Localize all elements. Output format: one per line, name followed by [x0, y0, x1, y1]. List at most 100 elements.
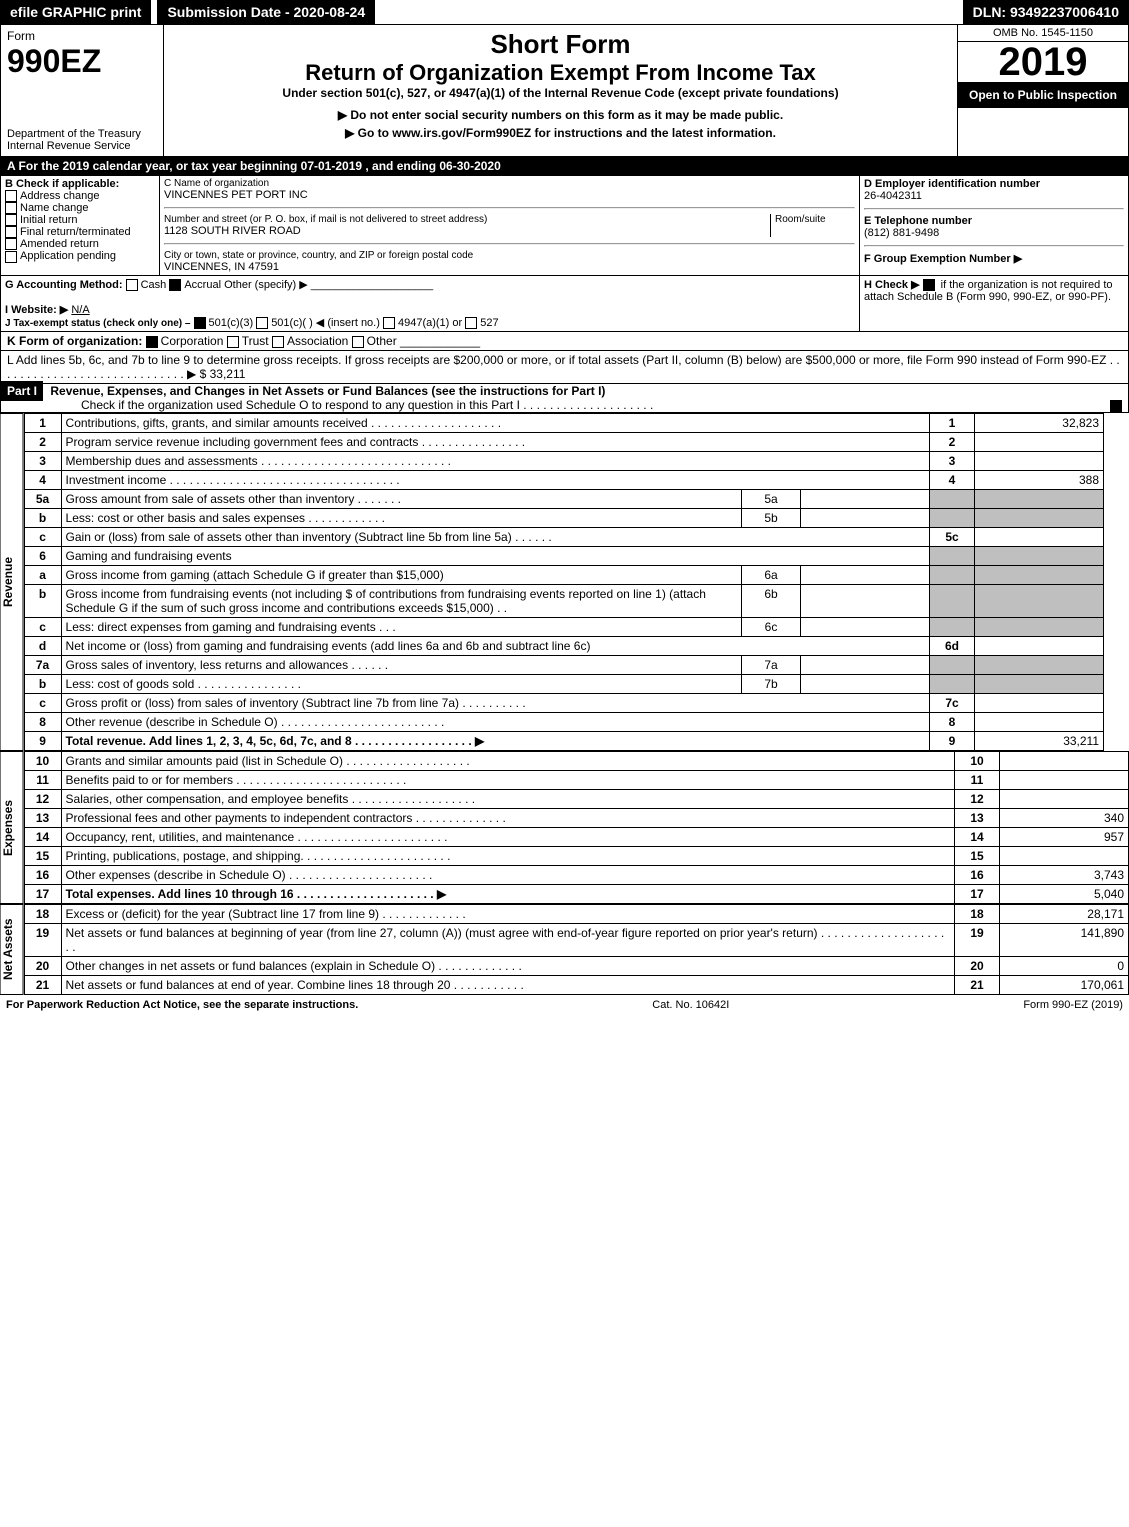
telephone: (812) 881-9498 — [864, 227, 939, 239]
shade — [975, 509, 1104, 528]
paperwork-notice: For Paperwork Reduction Act Notice, see … — [6, 999, 358, 1011]
tax-year: 2019 — [958, 42, 1128, 82]
shade — [975, 585, 1104, 618]
line-13-desc: Professional fees and other payments to … — [61, 809, 954, 828]
box-g-label: G Accounting Method: — [5, 279, 123, 291]
form-id: Form 990-EZ (2019) — [1023, 999, 1123, 1011]
label-association: Association — [287, 334, 348, 348]
line-7b-num: b — [24, 675, 61, 694]
line-16-num: 16 — [24, 866, 61, 885]
period-line-a: A For the 2019 calendar year, or tax yea… — [0, 157, 1129, 176]
line-3-num: 3 — [24, 452, 61, 471]
line-6b-num: b — [24, 585, 61, 618]
net-assets-table: 18Excess or (deficit) for the year (Subt… — [24, 904, 1129, 995]
line-21-amt: 170,061 — [1000, 976, 1129, 995]
shade — [930, 675, 975, 694]
do-not-enter-ssn: ▶ Do not enter social security numbers o… — [172, 108, 949, 122]
line-9-desc: Total revenue. Add lines 1, 2, 3, 4, 5c,… — [61, 732, 929, 751]
shade — [975, 656, 1104, 675]
line-20-desc: Other changes in net assets or fund bala… — [61, 957, 954, 976]
checkbox-final-return[interactable] — [5, 226, 17, 238]
line-20-amt: 0 — [1000, 957, 1129, 976]
line-5a-num: 5a — [24, 490, 61, 509]
line-10-box: 10 — [955, 752, 1000, 771]
label-accrual: Accrual — [184, 279, 221, 291]
line-2-box: 2 — [930, 433, 975, 452]
checkbox-amended-return[interactable] — [5, 238, 17, 250]
line-15-box: 15 — [955, 847, 1000, 866]
line-1-desc: Contributions, gifts, grants, and simila… — [61, 414, 929, 433]
line-19-num: 19 — [24, 924, 61, 957]
label-4947: 4947(a)(1) or — [398, 317, 462, 329]
line-5b-num: b — [24, 509, 61, 528]
checkbox-other-org[interactable] — [352, 336, 364, 348]
checkbox-schedule-o[interactable] — [1110, 400, 1122, 412]
checkbox-association[interactable] — [272, 336, 284, 348]
line-21-num: 21 — [24, 976, 61, 995]
line-4-num: 4 — [24, 471, 61, 490]
line-3-box: 3 — [930, 452, 975, 471]
checkbox-accrual[interactable] — [169, 279, 181, 291]
label-initial-return: Initial return — [20, 214, 77, 226]
line-9-num: 9 — [24, 732, 61, 751]
checkbox-trust[interactable] — [227, 336, 239, 348]
checkbox-corporation[interactable] — [146, 336, 158, 348]
line-5b-col: 5b — [742, 509, 801, 528]
shade — [975, 547, 1104, 566]
efile-print-button[interactable]: efile GRAPHIC print — [0, 0, 151, 24]
shade — [930, 509, 975, 528]
line-4-amt: 388 — [975, 471, 1104, 490]
line-12-box: 12 — [955, 790, 1000, 809]
section-gh: G Accounting Method: Cash Accrual Other … — [0, 276, 1129, 332]
line-6b-col: 6b — [742, 585, 801, 618]
label-cash: Cash — [141, 279, 167, 291]
checkbox-name-change[interactable] — [5, 202, 17, 214]
line-6-desc: Gaming and fundraising events — [61, 547, 929, 566]
section-bcdef: B Check if applicable: Address change Na… — [0, 176, 1129, 276]
line-6d-num: d — [24, 637, 61, 656]
checkbox-4947[interactable] — [383, 317, 395, 329]
box-h-label: H Check ▶ — [864, 279, 920, 291]
checkbox-schedule-b[interactable] — [923, 279, 935, 291]
checkbox-initial-return[interactable] — [5, 214, 17, 226]
line-17-box: 17 — [955, 885, 1000, 904]
form-header: Form 990EZ Department of the Treasury In… — [0, 25, 1129, 157]
irs-label: Internal Revenue Service — [7, 140, 157, 152]
checkbox-501c[interactable] — [256, 317, 268, 329]
line-6-num: 6 — [24, 547, 61, 566]
line-10-num: 10 — [24, 752, 61, 771]
goto-irs-link[interactable]: ▶ Go to www.irs.gov/Form990EZ for instru… — [172, 126, 949, 140]
form-label: Form — [7, 29, 157, 43]
checkbox-527[interactable] — [465, 317, 477, 329]
line-6b-desc: Gross income from fundraising events (no… — [61, 585, 741, 618]
line-21-box: 21 — [955, 976, 1000, 995]
label-amended-return: Amended return — [20, 238, 99, 250]
page-footer: For Paperwork Reduction Act Notice, see … — [0, 995, 1129, 1015]
checkbox-address-change[interactable] — [5, 190, 17, 202]
shade — [975, 490, 1104, 509]
line-11-box: 11 — [955, 771, 1000, 790]
checkbox-501c3[interactable] — [194, 317, 206, 329]
label-address-change: Address change — [20, 190, 100, 202]
shade — [975, 675, 1104, 694]
line-15-desc: Printing, publications, postage, and shi… — [61, 847, 954, 866]
part1-header: Part I Revenue, Expenses, and Changes in… — [0, 384, 1129, 413]
line-17-num: 17 — [24, 885, 61, 904]
part1-desc: Revenue, Expenses, and Changes in Net As… — [46, 384, 609, 398]
line-11-desc: Benefits paid to or for members . . . . … — [61, 771, 954, 790]
label-trust: Trust — [242, 334, 269, 348]
label-final-return: Final return/terminated — [20, 226, 131, 238]
line-5c-desc: Gain or (loss) from sale of assets other… — [61, 528, 929, 547]
line-5a-col: 5a — [742, 490, 801, 509]
line-1-box: 1 — [930, 414, 975, 433]
checkbox-application-pending[interactable] — [5, 251, 17, 263]
line-1-num: 1 — [24, 414, 61, 433]
line-6d-box: 6d — [930, 637, 975, 656]
line-14-amt: 957 — [1000, 828, 1129, 847]
line-7a-col: 7a — [742, 656, 801, 675]
checkbox-cash[interactable] — [126, 279, 138, 291]
submission-date: Submission Date - 2020-08-24 — [157, 0, 375, 24]
box-f-label: F Group Exemption Number ▶ — [864, 253, 1022, 265]
label-application-pending: Application pending — [20, 250, 116, 262]
revenue-block: Revenue 1Contributions, gifts, grants, a… — [0, 413, 1104, 751]
